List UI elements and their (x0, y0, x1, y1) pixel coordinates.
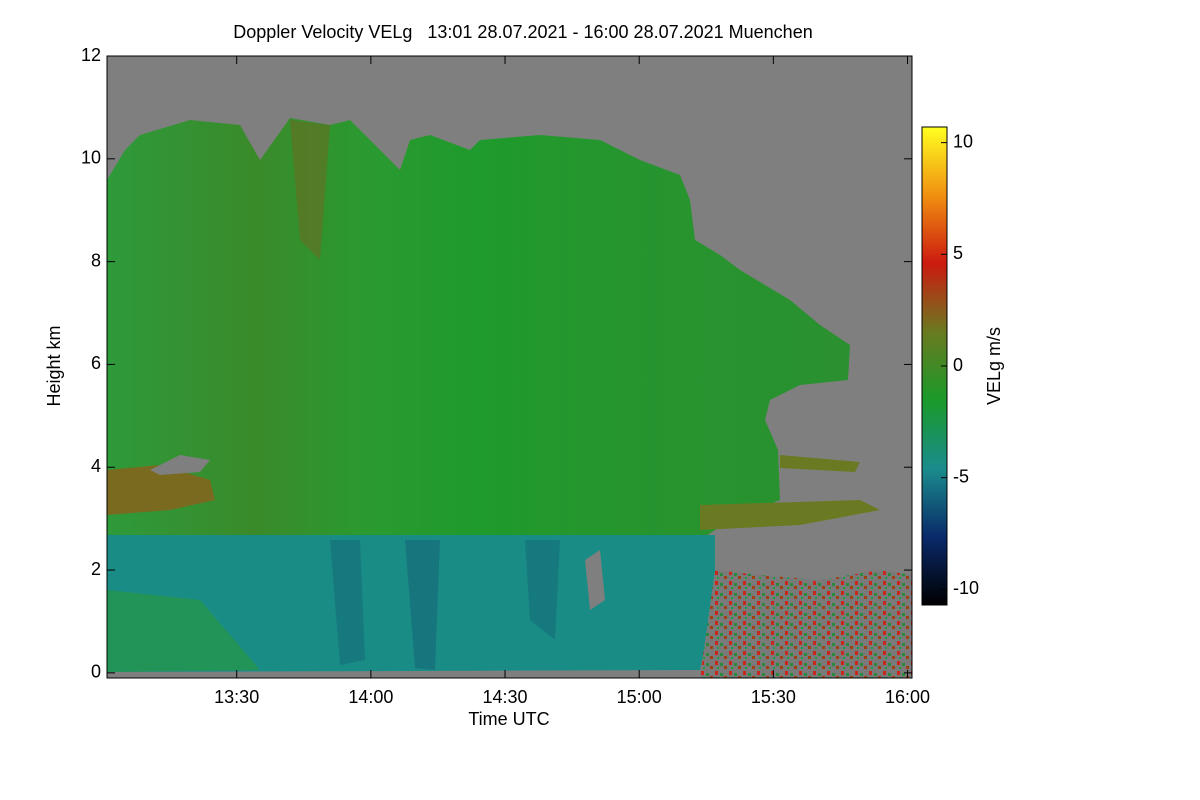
chart-title: Doppler Velocity VELg 13:01 28.07.2021 -… (233, 22, 812, 42)
colorbar-label: VELg m/s (984, 327, 1004, 405)
colorbar-tick-label: 5 (953, 243, 963, 263)
colorbar-tick-label: 0 (953, 355, 963, 375)
y-tick-label: 6 (91, 353, 101, 373)
x-axis-label: Time UTC (468, 709, 549, 729)
radar-image (107, 56, 912, 678)
colorbar-tick-label: -10 (953, 578, 979, 598)
y-tick-label: 10 (81, 148, 101, 168)
x-tick-label: 15:00 (617, 687, 662, 707)
y-tick-label: 8 (91, 250, 101, 270)
y-axis-label: Height km (44, 325, 64, 406)
plot-frame (106, 55, 913, 679)
x-tick-label: 14:00 (348, 687, 393, 707)
x-tick-label: 13:30 (214, 687, 259, 707)
x-tick-label: 15:30 (751, 687, 796, 707)
y-tick-label: 0 (91, 662, 101, 682)
colorbar-tick-label: -5 (953, 466, 969, 486)
x-tick-label: 16:00 (885, 687, 930, 707)
colorbar-tick-label: 10 (953, 131, 973, 151)
y-tick-label: 12 (81, 45, 101, 65)
x-tick-label: 14:30 (483, 687, 528, 707)
y-tick-label: 4 (91, 456, 101, 476)
y-tick-label: 2 (91, 559, 101, 579)
